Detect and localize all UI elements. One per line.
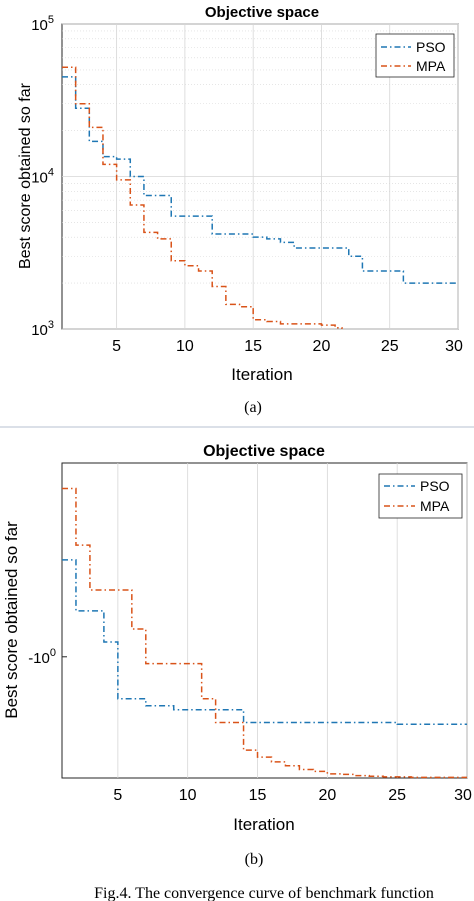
x-tick-label-b-30: 30 xyxy=(454,787,472,804)
x-tick-label-b-15: 15 xyxy=(249,787,267,804)
figure-caption: Fig.4. The convergence curve of benchmar… xyxy=(94,885,434,901)
series-line-a-mpa xyxy=(62,66,343,329)
series-line-b-mpa xyxy=(62,487,467,779)
y-tick-label-a-1: 104 xyxy=(31,167,54,187)
x-tick-label-a-20: 20 xyxy=(313,338,331,355)
x-tick-label-a-5: 5 xyxy=(112,338,121,355)
chart-a: Objective space Iteration Best score obt… xyxy=(17,4,463,384)
chart-b: Objective space Iteration Best score obt… xyxy=(2,443,472,834)
panel-b-label: (b) xyxy=(245,851,264,868)
chart-b-title: Objective space xyxy=(203,443,325,460)
x-tick-label-b-10: 10 xyxy=(179,787,197,804)
legend-a-pso-label: PSO xyxy=(416,39,446,55)
legend-a-mpa-label: MPA xyxy=(416,58,446,74)
series-line-a-pso xyxy=(62,76,458,284)
chart-a-xlabel: Iteration xyxy=(231,365,292,384)
y-tick-label-a-0: 103 xyxy=(31,319,54,339)
series-line-b-pso xyxy=(62,559,467,725)
chart-a-title: Objective space xyxy=(205,4,319,21)
legend-a-box xyxy=(375,33,455,78)
chart-a-ylabel: Best score obtained so far xyxy=(17,82,34,269)
legend-a: PSO MPA xyxy=(375,33,455,78)
x-tick-label-a-15: 15 xyxy=(244,338,262,355)
legend-b-pso-label: PSO xyxy=(420,478,450,494)
legend-b-box xyxy=(378,473,463,519)
x-tick-label-b-20: 20 xyxy=(318,787,336,804)
chart-b-ylabel: Best score obtained so far xyxy=(2,521,21,719)
legend-b: PSO MPA xyxy=(378,473,463,519)
x-tick-label-b-5: 5 xyxy=(113,787,122,804)
chart-b-xlabel: Iteration xyxy=(233,815,294,834)
y-tick-label-a-2: 105 xyxy=(31,14,54,34)
x-tick-label-a-30: 30 xyxy=(445,338,463,355)
x-tick-label-a-25: 25 xyxy=(381,338,399,355)
x-tick-label-b-25: 25 xyxy=(388,787,406,804)
y-tick-label-b-0: -100 xyxy=(28,647,56,667)
panel-a-label: (a) xyxy=(244,399,262,416)
x-tick-label-a-10: 10 xyxy=(176,338,194,355)
legend-b-mpa-label: MPA xyxy=(420,498,450,514)
